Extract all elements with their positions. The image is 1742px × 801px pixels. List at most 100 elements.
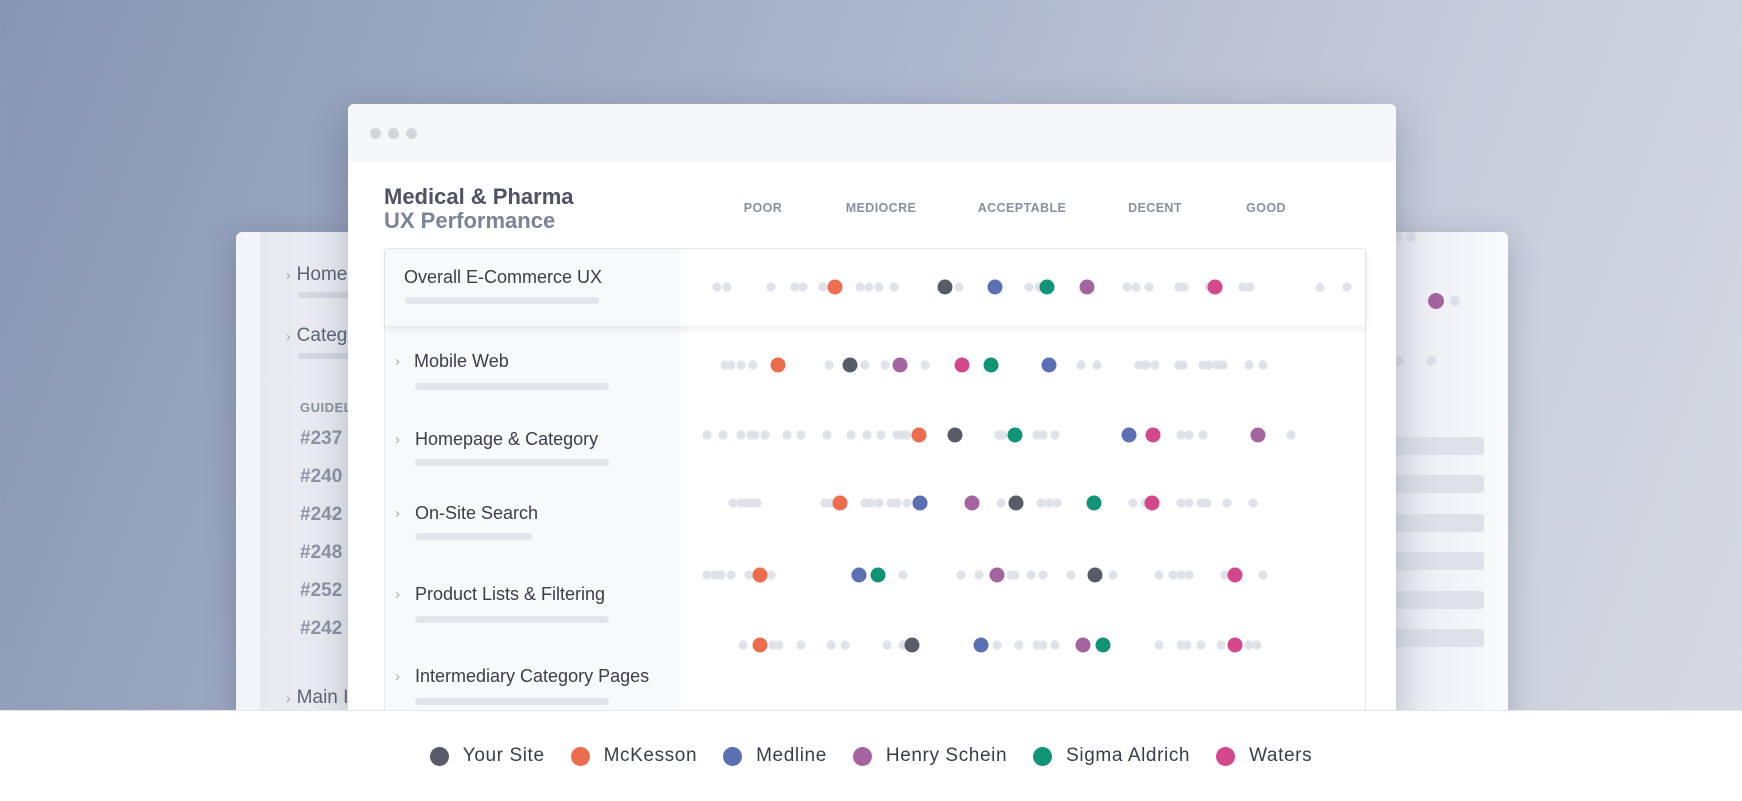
benchmark-dot	[1204, 360, 1214, 370]
benchmark-dot	[1258, 360, 1268, 370]
row-label-mobile-web[interactable]: Mobile Web	[414, 351, 509, 371]
site-dot-medline[interactable]	[1041, 357, 1057, 373]
site-dot-your-site[interactable]	[904, 637, 920, 653]
bg-nav-item-home[interactable]: › Home	[286, 264, 348, 285]
bg-bar	[1390, 514, 1484, 532]
bg-nav-item-main[interactable]: › Main I	[286, 687, 349, 708]
site-dot-mckesson[interactable]	[752, 567, 768, 583]
legend-item-sigma-aldrich[interactable]: Sigma Aldrich	[1033, 745, 1190, 767]
window-control-dot[interactable]	[388, 128, 399, 139]
chevron-right-icon[interactable]: ›	[395, 431, 400, 448]
bg-nav-bar	[298, 292, 358, 298]
site-dot-henry-schein[interactable]	[964, 495, 980, 511]
benchmark-dot	[992, 640, 1002, 650]
benchmark-dot	[874, 282, 884, 292]
benchmark-dot	[1184, 570, 1194, 580]
site-dot-henry-schein[interactable]	[892, 357, 908, 373]
benchmark-dot	[1076, 360, 1086, 370]
site-dot-mckesson[interactable]	[752, 637, 768, 653]
window-control-dot[interactable]	[406, 128, 417, 139]
site-dot-mckesson[interactable]	[911, 427, 927, 443]
legend-item-your-site[interactable]: Your Site	[429, 745, 545, 767]
benchmark-dot	[766, 570, 776, 580]
site-dot-sigma-aldrich[interactable]	[1039, 279, 1055, 295]
row-label-homepage-category[interactable]: Homepage & Category	[415, 429, 599, 449]
site-dot-henry-schein[interactable]	[1075, 637, 1091, 653]
site-dot-medline[interactable]	[851, 567, 867, 583]
legend-dot	[723, 746, 743, 766]
legend-item-mckesson[interactable]: McKesson	[570, 745, 698, 767]
legend-item-henry-schein[interactable]: Henry Schein	[852, 745, 1007, 767]
site-dot-waters[interactable]	[1227, 567, 1243, 583]
benchmark-dot	[898, 570, 908, 580]
site-dot-sigma-aldrich[interactable]	[1086, 495, 1102, 511]
row-label-intermediary-category[interactable]: Intermediary Category Pages	[415, 666, 650, 686]
benchmark-dot	[826, 640, 836, 650]
site-dot-mckesson[interactable]	[770, 357, 786, 373]
site-dot-mckesson[interactable]	[832, 495, 848, 511]
benchmark-dot	[974, 570, 984, 580]
site-dot-henry-schein[interactable]	[989, 567, 1005, 583]
site-dot-waters[interactable]	[1145, 427, 1161, 443]
site-dot-waters[interactable]	[1207, 279, 1223, 295]
scale-label-good: GOOD	[1246, 201, 1286, 215]
chevron-right-icon[interactable]: ›	[395, 586, 400, 603]
bg-guideline-link[interactable]: #242	[300, 504, 343, 525]
site-dot-sigma-aldrich[interactable]	[1095, 637, 1111, 653]
site-dot-waters[interactable]	[1144, 495, 1160, 511]
benchmark-dot	[892, 498, 902, 508]
benchmark-dot	[1144, 282, 1154, 292]
benchmark-dot	[716, 570, 726, 580]
benchmark-dot	[1179, 282, 1189, 292]
site-dot-your-site[interactable]	[947, 427, 963, 443]
row-label-product-lists[interactable]: Product Lists & Filtering	[415, 584, 606, 604]
benchmark-dot	[1108, 570, 1118, 580]
site-dot-your-site[interactable]	[937, 279, 953, 295]
benchmark-dot	[1184, 498, 1194, 508]
benchmark-dot	[954, 282, 964, 292]
bg-guideline-link[interactable]: #242	[300, 618, 343, 639]
benchmark-dot	[748, 360, 758, 370]
site-dot-henry-schein[interactable]	[1250, 427, 1266, 443]
chevron-right-icon[interactable]: ›	[395, 668, 400, 685]
benchmark-dot	[1244, 640, 1254, 650]
site-dot-sigma-aldrich[interactable]	[983, 357, 999, 373]
site-dot-your-site[interactable]	[1008, 495, 1024, 511]
window-control-dot[interactable]	[370, 128, 381, 139]
bg-dot-highlight	[1428, 293, 1444, 309]
site-dot-medline[interactable]	[1121, 427, 1137, 443]
row-bar	[415, 383, 609, 390]
legend-item-medline[interactable]: Medline	[723, 745, 827, 767]
row-label-on-site-search[interactable]: On-Site Search	[415, 503, 539, 523]
chevron-right-icon: ›	[286, 328, 291, 344]
site-dot-mckesson[interactable]	[827, 279, 843, 295]
benchmark-dot	[782, 430, 792, 440]
site-dot-medline[interactable]	[912, 495, 928, 511]
site-dot-sigma-aldrich[interactable]	[870, 567, 886, 583]
site-dot-waters[interactable]	[1227, 637, 1243, 653]
bg-guideline-link[interactable]: #252	[300, 580, 343, 601]
site-dot-your-site[interactable]	[1087, 567, 1103, 583]
site-dot-medline[interactable]	[973, 637, 989, 653]
bg-nav-item-category[interactable]: › Categ	[286, 325, 348, 346]
bg-guideline-link[interactable]: #248	[300, 542, 343, 563]
legend-item-waters[interactable]: Waters	[1216, 745, 1312, 767]
benchmark-dot	[1248, 498, 1258, 508]
benchmark-dot	[956, 570, 966, 580]
benchmark-dot	[738, 640, 748, 650]
chevron-right-icon[interactable]: ›	[395, 353, 400, 370]
benchmark-dot	[718, 430, 728, 440]
site-dot-henry-schein[interactable]	[1079, 279, 1095, 295]
chevron-right-icon[interactable]: ›	[395, 505, 400, 522]
site-dot-waters[interactable]	[954, 357, 970, 373]
benchmark-dot	[1238, 282, 1248, 292]
legend-dot	[1033, 746, 1053, 766]
site-dot-medline[interactable]	[987, 279, 1003, 295]
bg-dot	[1392, 232, 1402, 242]
site-dot-your-site[interactable]	[842, 357, 858, 373]
bg-guideline-link[interactable]: #240	[300, 466, 343, 487]
bg-guideline-link[interactable]: #237	[300, 428, 343, 449]
site-dot-sigma-aldrich[interactable]	[1007, 427, 1023, 443]
benchmark-dot	[1198, 430, 1208, 440]
bg-dot	[1406, 232, 1416, 242]
